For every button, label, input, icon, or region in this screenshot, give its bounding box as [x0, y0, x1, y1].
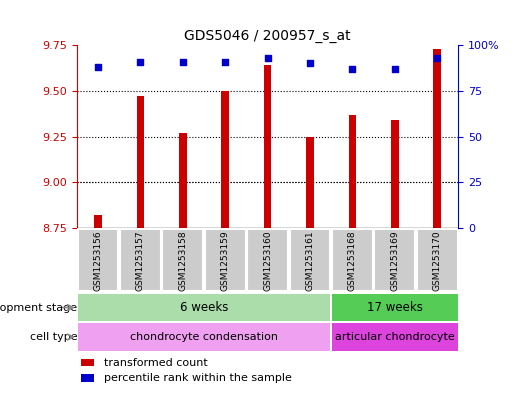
Point: [306, 60, 314, 66]
Text: GSM1253159: GSM1253159: [221, 230, 229, 291]
Text: GSM1253160: GSM1253160: [263, 230, 272, 291]
Bar: [81, 359, 94, 366]
Bar: [137, 96, 144, 228]
Point: [179, 59, 187, 65]
Title: GDS5046 / 200957_s_at: GDS5046 / 200957_s_at: [184, 29, 351, 43]
Bar: [248, 229, 288, 292]
Text: percentile rank within the sample: percentile rank within the sample: [103, 373, 292, 383]
Bar: [78, 294, 330, 321]
Text: GSM1253158: GSM1253158: [179, 230, 187, 291]
Bar: [391, 120, 399, 228]
Bar: [349, 115, 356, 228]
Bar: [163, 229, 203, 292]
Bar: [81, 375, 94, 382]
Bar: [120, 229, 161, 292]
Bar: [205, 229, 245, 292]
Text: GSM1253157: GSM1253157: [136, 230, 145, 291]
Bar: [434, 49, 441, 228]
Bar: [179, 133, 187, 228]
Text: GSM1253169: GSM1253169: [391, 230, 399, 291]
Point: [136, 59, 145, 65]
Text: 6 weeks: 6 weeks: [180, 301, 228, 314]
Point: [348, 66, 357, 72]
Point: [433, 55, 441, 61]
Bar: [290, 229, 330, 292]
Text: 17 weeks: 17 weeks: [367, 301, 423, 314]
Text: GSM1253156: GSM1253156: [94, 230, 102, 291]
Text: GSM1253168: GSM1253168: [348, 230, 357, 291]
Text: chondrocyte condensation: chondrocyte condensation: [130, 332, 278, 342]
Bar: [78, 323, 330, 351]
Text: cell type: cell type: [30, 332, 77, 342]
Point: [263, 55, 272, 61]
Bar: [306, 137, 314, 228]
Text: development stage: development stage: [0, 303, 77, 312]
Bar: [78, 229, 118, 292]
Text: GSM1253161: GSM1253161: [306, 230, 314, 291]
Bar: [264, 65, 271, 228]
Text: articular chondrocyte: articular chondrocyte: [335, 332, 455, 342]
Bar: [94, 215, 102, 228]
Bar: [417, 229, 457, 292]
Point: [391, 66, 399, 72]
Bar: [222, 91, 229, 228]
Bar: [332, 229, 373, 292]
Bar: [332, 323, 457, 351]
Bar: [375, 229, 415, 292]
Point: [94, 64, 102, 70]
Point: [221, 59, 229, 65]
Bar: [332, 294, 457, 321]
Text: GSM1253170: GSM1253170: [433, 230, 441, 291]
Text: transformed count: transformed count: [103, 358, 207, 368]
